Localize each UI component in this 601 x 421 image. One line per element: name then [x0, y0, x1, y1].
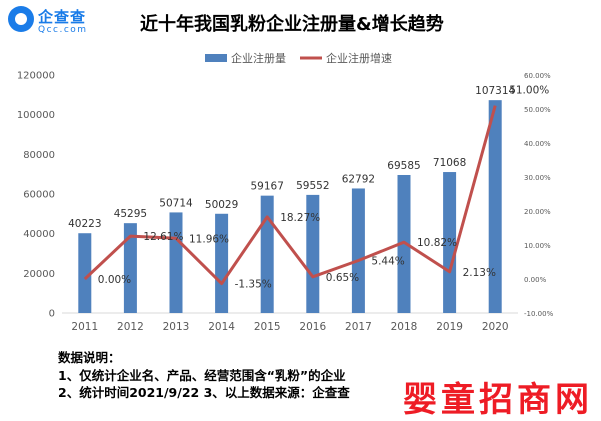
watermark: 婴童招商网 — [403, 380, 593, 420]
x-tick-label: 2014 — [208, 321, 235, 333]
bar-value-label: 107314 — [475, 85, 515, 97]
bar — [215, 213, 229, 313]
notes-heading: 数据说明： — [58, 350, 121, 365]
bar-value-label: 50029 — [205, 199, 238, 211]
bar — [397, 174, 411, 313]
y-right-tick-label: 30.00% — [524, 174, 551, 182]
legend-bar-swatch — [205, 54, 227, 62]
y-right-tick-label: 40.00% — [524, 140, 551, 148]
line-value-label: 12.61% — [143, 231, 183, 243]
data-notes: 数据说明： 1、仅统计企业名、产品、经营范围含“乳粉”的企业 2、统计时间202… — [58, 349, 350, 402]
x-tick-label: 2019 — [436, 321, 463, 333]
bar-value-label: 50714 — [159, 197, 193, 209]
qcc-logo-icon — [8, 6, 34, 32]
x-tick-label: 2018 — [391, 321, 418, 333]
y-right-tick-label: 0.00% — [524, 276, 547, 284]
bar-value-label: 69585 — [387, 160, 420, 172]
line-value-label: 5.44% — [371, 256, 404, 268]
bar-value-label: 59552 — [296, 180, 329, 192]
qcc-logo: 企查查 Qcc.com — [4, 4, 114, 40]
y-left-tick-label: 20000 — [23, 269, 55, 280]
bar — [169, 212, 183, 313]
x-tick-label: 2012 — [117, 321, 144, 333]
x-tick-label: 2017 — [345, 321, 372, 333]
legend-bar-label: 企业注册量 — [231, 51, 286, 65]
line-value-label: 18.27% — [280, 212, 320, 224]
y-right-tick-label: 50.00% — [524, 106, 551, 114]
line-value-label: 51.00% — [509, 85, 549, 97]
bar-value-label: 62792 — [342, 173, 375, 185]
y-left-tick-label: 40000 — [23, 229, 55, 240]
y-right-tick-label: 10.00% — [524, 242, 551, 250]
y-left-tick-label: 0 — [49, 309, 55, 320]
x-tick-label: 2020 — [482, 321, 509, 333]
chart-title: 近十年我国乳粉企业注册量&增长趋势 — [140, 14, 444, 35]
x-tick-label: 2016 — [299, 321, 326, 333]
line-value-label: -1.35% — [235, 279, 272, 291]
y-left-tick-label: 80000 — [23, 150, 55, 161]
line-value-label: 10.82% — [417, 237, 457, 249]
legend-line-label: 企业注册增速 — [326, 51, 392, 65]
y-left-tick-label: 60000 — [23, 190, 55, 201]
bar — [351, 188, 365, 313]
bar — [123, 223, 137, 313]
bar-value-label: 45295 — [114, 208, 147, 220]
growth-line — [83, 105, 497, 286]
x-tick-label: 2013 — [163, 321, 190, 333]
y-left-tick-label: 120000 — [17, 71, 55, 82]
y-right-tick-label: 60.00% — [524, 72, 551, 80]
y-right-tick-label: -10.00% — [524, 310, 554, 318]
bar — [260, 195, 274, 313]
bar — [443, 172, 457, 313]
logo-domain: Qcc.com — [38, 25, 88, 35]
bar-value-label: 71068 — [433, 157, 466, 169]
x-tick-label: 2011 — [71, 321, 98, 333]
note-line-1: 1、仅统计企业名、产品、经营范围含“乳粉”的企业 — [58, 367, 346, 383]
bar-value-label: 59167 — [250, 181, 283, 193]
bar — [78, 233, 92, 313]
x-tick-label: 2015 — [254, 321, 281, 333]
note-line-2: 2、统计时间2021/9/22 3、以上数据来源：企查查 — [58, 385, 350, 400]
line-value-label: 0.65% — [326, 272, 359, 284]
logo-name: 企查查 — [38, 8, 87, 26]
y-left-tick-label: 100000 — [17, 110, 55, 121]
bar — [488, 100, 502, 313]
y-right-tick-label: 20.00% — [524, 208, 551, 216]
bar — [306, 194, 320, 313]
bar-value-label: 40223 — [68, 218, 101, 230]
line-value-label: 11.96% — [189, 233, 229, 245]
line-value-label: 0.00% — [98, 274, 131, 286]
line-value-label: 2.13% — [463, 267, 496, 279]
